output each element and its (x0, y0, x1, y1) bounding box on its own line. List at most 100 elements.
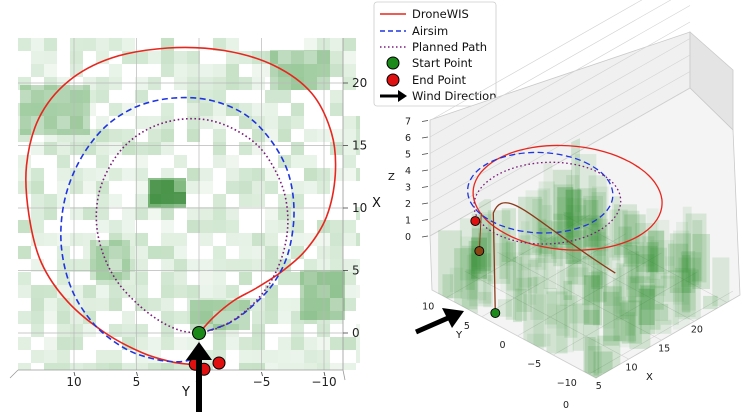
3d-obstacle-voxel (559, 235, 575, 306)
obstacle-voxel (278, 129, 291, 142)
obstacle-voxel (187, 129, 200, 142)
obstacle-voxel (83, 168, 96, 181)
3d-obstacle-voxel (530, 257, 545, 320)
3d-obstacle-voxel (556, 305, 574, 353)
3d-obstacle-voxel (569, 248, 590, 324)
obstacle-voxel (265, 181, 278, 194)
obstacle-voxel (291, 116, 304, 129)
obstacle-voxel (109, 350, 122, 363)
obstacle-voxel (252, 337, 265, 350)
obstacle-voxel (343, 298, 356, 311)
3d-end-point-marker-shadow (474, 246, 485, 256)
3d-obstacle-voxel (591, 270, 603, 290)
obstacle-cluster (270, 50, 330, 90)
3d-obstacle-voxel (619, 302, 629, 320)
3d-obstacle-voxel (459, 218, 480, 281)
3d-obstacle-voxel (655, 303, 669, 321)
3d-obstacle-voxel (494, 242, 514, 266)
obstacle-voxel (330, 337, 343, 350)
3d-obstacle-voxel (602, 291, 620, 346)
obstacle-voxel (109, 38, 122, 51)
obstacle-voxel (135, 337, 148, 350)
obstacle-voxel (57, 90, 70, 103)
3d-obstacle-voxel (678, 257, 701, 320)
3d-obstacle-voxel (516, 277, 532, 312)
z-tick-mark (421, 136, 429, 139)
3d-obstacle-voxel (527, 277, 538, 294)
obstacle-voxel (96, 350, 109, 363)
obstacle-voxel (70, 363, 83, 370)
y-tick-label: 15 (352, 139, 367, 153)
obstacle-voxel (226, 51, 239, 64)
obstacle-voxel (135, 51, 148, 64)
3d-obstacle-voxel (567, 215, 584, 229)
obstacle-core (150, 192, 174, 204)
3d-obstacle-voxel (500, 252, 524, 292)
3d-floor-gridline-x (562, 214, 728, 303)
obstacle-voxel (31, 220, 44, 233)
obstacle-voxel (135, 259, 148, 272)
legend-item-planned-path: Planned Path (380, 40, 487, 54)
obstacle-voxel (57, 363, 70, 370)
3d-obstacle-voxel (544, 287, 558, 325)
x-tick-mark (323, 371, 326, 377)
obstacle-voxel (31, 285, 44, 298)
obstacle-voxel (317, 350, 330, 363)
3d-obstacle-voxel (588, 175, 607, 241)
obstacle-voxel (239, 233, 252, 246)
obstacle-voxel (174, 77, 187, 90)
z-tick-label: 3 (405, 183, 411, 194)
obstacle-voxel (31, 181, 44, 194)
obstacle-voxel (343, 77, 356, 90)
obstacle-voxel (226, 38, 239, 51)
legend-item-dronewis: DroneWIS (380, 7, 469, 21)
obstacle-voxel (44, 142, 57, 155)
obstacle-voxel (213, 77, 226, 90)
obstacle-voxel (109, 285, 122, 298)
3d-obstacle-voxel (583, 195, 604, 228)
obstacle-voxel (83, 298, 96, 311)
obstacle-voxel (330, 64, 343, 77)
3d-obstacle-voxel (664, 256, 675, 266)
3d-obstacle-voxel (635, 222, 657, 298)
z-tick-label: 0 (405, 232, 411, 243)
obstacle-voxel (83, 363, 96, 370)
obstacle-voxel (226, 181, 239, 194)
3d-view-markers (470, 216, 501, 318)
obstacle-voxel (291, 51, 304, 64)
obstacle-voxel (174, 285, 187, 298)
obstacle-voxel (135, 168, 148, 181)
obstacle-voxel (265, 129, 278, 142)
obstacle-voxel (109, 220, 122, 233)
3d-y-tick-label: −10 (557, 378, 577, 389)
obstacle-voxel (83, 129, 96, 142)
obstacle-voxel (57, 324, 70, 337)
obstacle-voxel (330, 142, 343, 155)
3d-obstacle-voxel (650, 247, 668, 289)
3d-wall-gridline (429, 87, 691, 237)
3d-obstacle-voxel (536, 218, 547, 249)
3d-obstacle-voxel (543, 237, 557, 289)
obstacle-voxel (148, 77, 161, 90)
obstacle-voxel (356, 337, 360, 350)
3d-wall-gridline (429, 0, 672, 138)
legend-label-start-point: Start Point (412, 56, 473, 70)
obstacle-voxel (226, 324, 239, 337)
obstacle-voxel (291, 272, 304, 285)
3d-obstacle-voxel (587, 235, 610, 266)
3d-obstacle-voxel (546, 291, 568, 354)
3d-obstacle-voxel (681, 255, 691, 313)
legend-label-dronewis: DroneWIS (412, 7, 469, 21)
obstacle-voxel (83, 246, 96, 259)
3d-obstacle-voxel (519, 235, 531, 288)
obstacle-voxel (278, 194, 291, 207)
obstacle-voxel (343, 233, 356, 246)
obstacle-voxel (57, 129, 70, 142)
obstacle-voxel (317, 298, 330, 311)
obstacle-voxel (122, 38, 135, 51)
obstacle-voxel (317, 129, 330, 142)
obstacle-voxel (252, 77, 265, 90)
obstacle-voxel (70, 38, 83, 51)
obstacle-voxel (200, 181, 213, 194)
obstacle-voxel (291, 337, 304, 350)
